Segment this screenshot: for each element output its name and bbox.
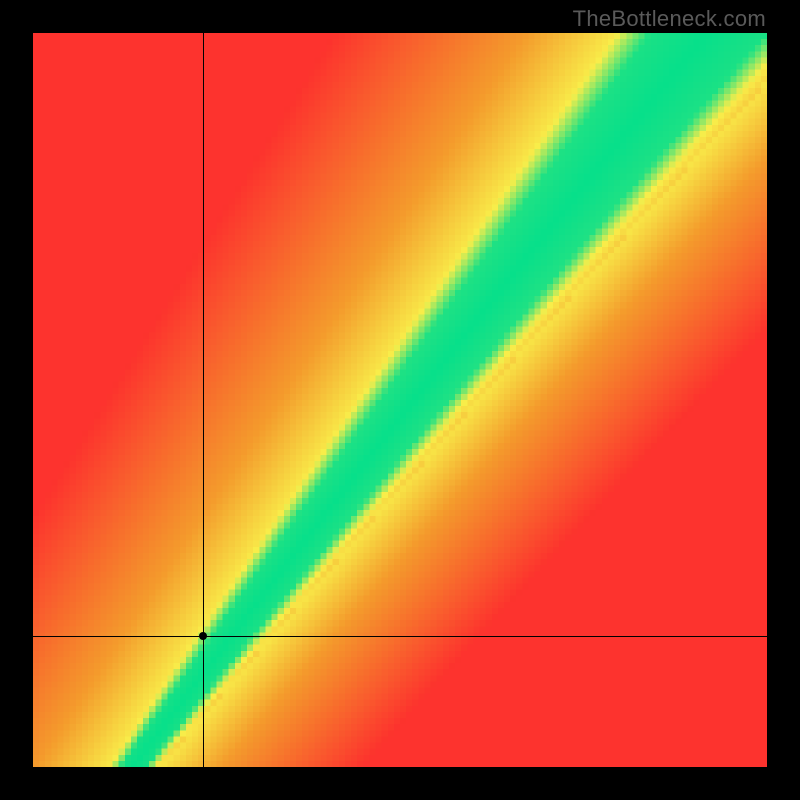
watermark-text: TheBottleneck.com: [573, 6, 766, 32]
crosshair-marker: [199, 632, 207, 640]
crosshair-horizontal: [33, 636, 767, 637]
crosshair-vertical: [203, 33, 204, 767]
heatmap-canvas: [33, 33, 767, 767]
heatmap-plot: [33, 33, 767, 767]
